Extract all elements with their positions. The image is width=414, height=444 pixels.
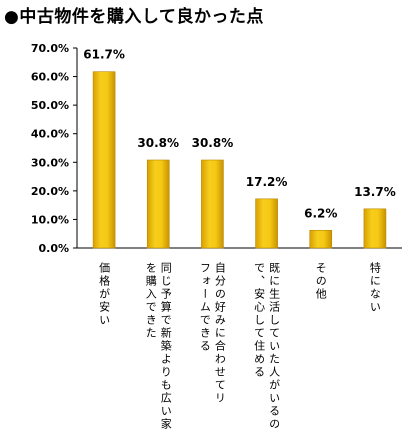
data-label: 13.7% bbox=[354, 185, 396, 199]
data-label: 30.8% bbox=[137, 136, 179, 150]
bar bbox=[309, 229, 333, 249]
y-tick-label: 0.0% bbox=[38, 242, 69, 255]
y-tick-label: 70.0% bbox=[31, 42, 69, 55]
category-label: 同じ予算で新築よりも広い家 bbox=[159, 262, 172, 431]
bar bbox=[146, 159, 170, 249]
category-label: で、安心して住める bbox=[253, 262, 266, 379]
category-label: 既に生活していた人がいるの bbox=[268, 262, 281, 431]
category-label: 自分の好みに合わせてリ bbox=[213, 262, 226, 405]
data-label: 61.7% bbox=[83, 48, 125, 62]
data-label: 6.2% bbox=[304, 206, 337, 220]
y-tick-label: 40.0% bbox=[31, 128, 69, 141]
y-tick-label: 20.0% bbox=[31, 185, 69, 198]
y-tick-label: 30.0% bbox=[31, 156, 69, 169]
data-label: 30.8% bbox=[192, 136, 234, 150]
y-tick-label: 60.0% bbox=[31, 71, 69, 84]
bar bbox=[255, 198, 278, 249]
category-label: その他 bbox=[314, 262, 327, 301]
bar bbox=[363, 208, 387, 249]
category-label: 特にない bbox=[368, 261, 381, 314]
bar bbox=[92, 71, 116, 249]
data-label: 17.2% bbox=[246, 175, 288, 189]
bar bbox=[201, 159, 224, 249]
y-tick-label: 10.0% bbox=[31, 213, 69, 226]
chart-title: ●中古物件を購入して良かった点 bbox=[4, 7, 264, 27]
category-label: フォームできる bbox=[198, 262, 211, 353]
category-label: 価格が安い bbox=[98, 262, 111, 327]
y-tick-label: 50.0% bbox=[31, 99, 69, 112]
category-label: を購入できた bbox=[144, 262, 157, 340]
